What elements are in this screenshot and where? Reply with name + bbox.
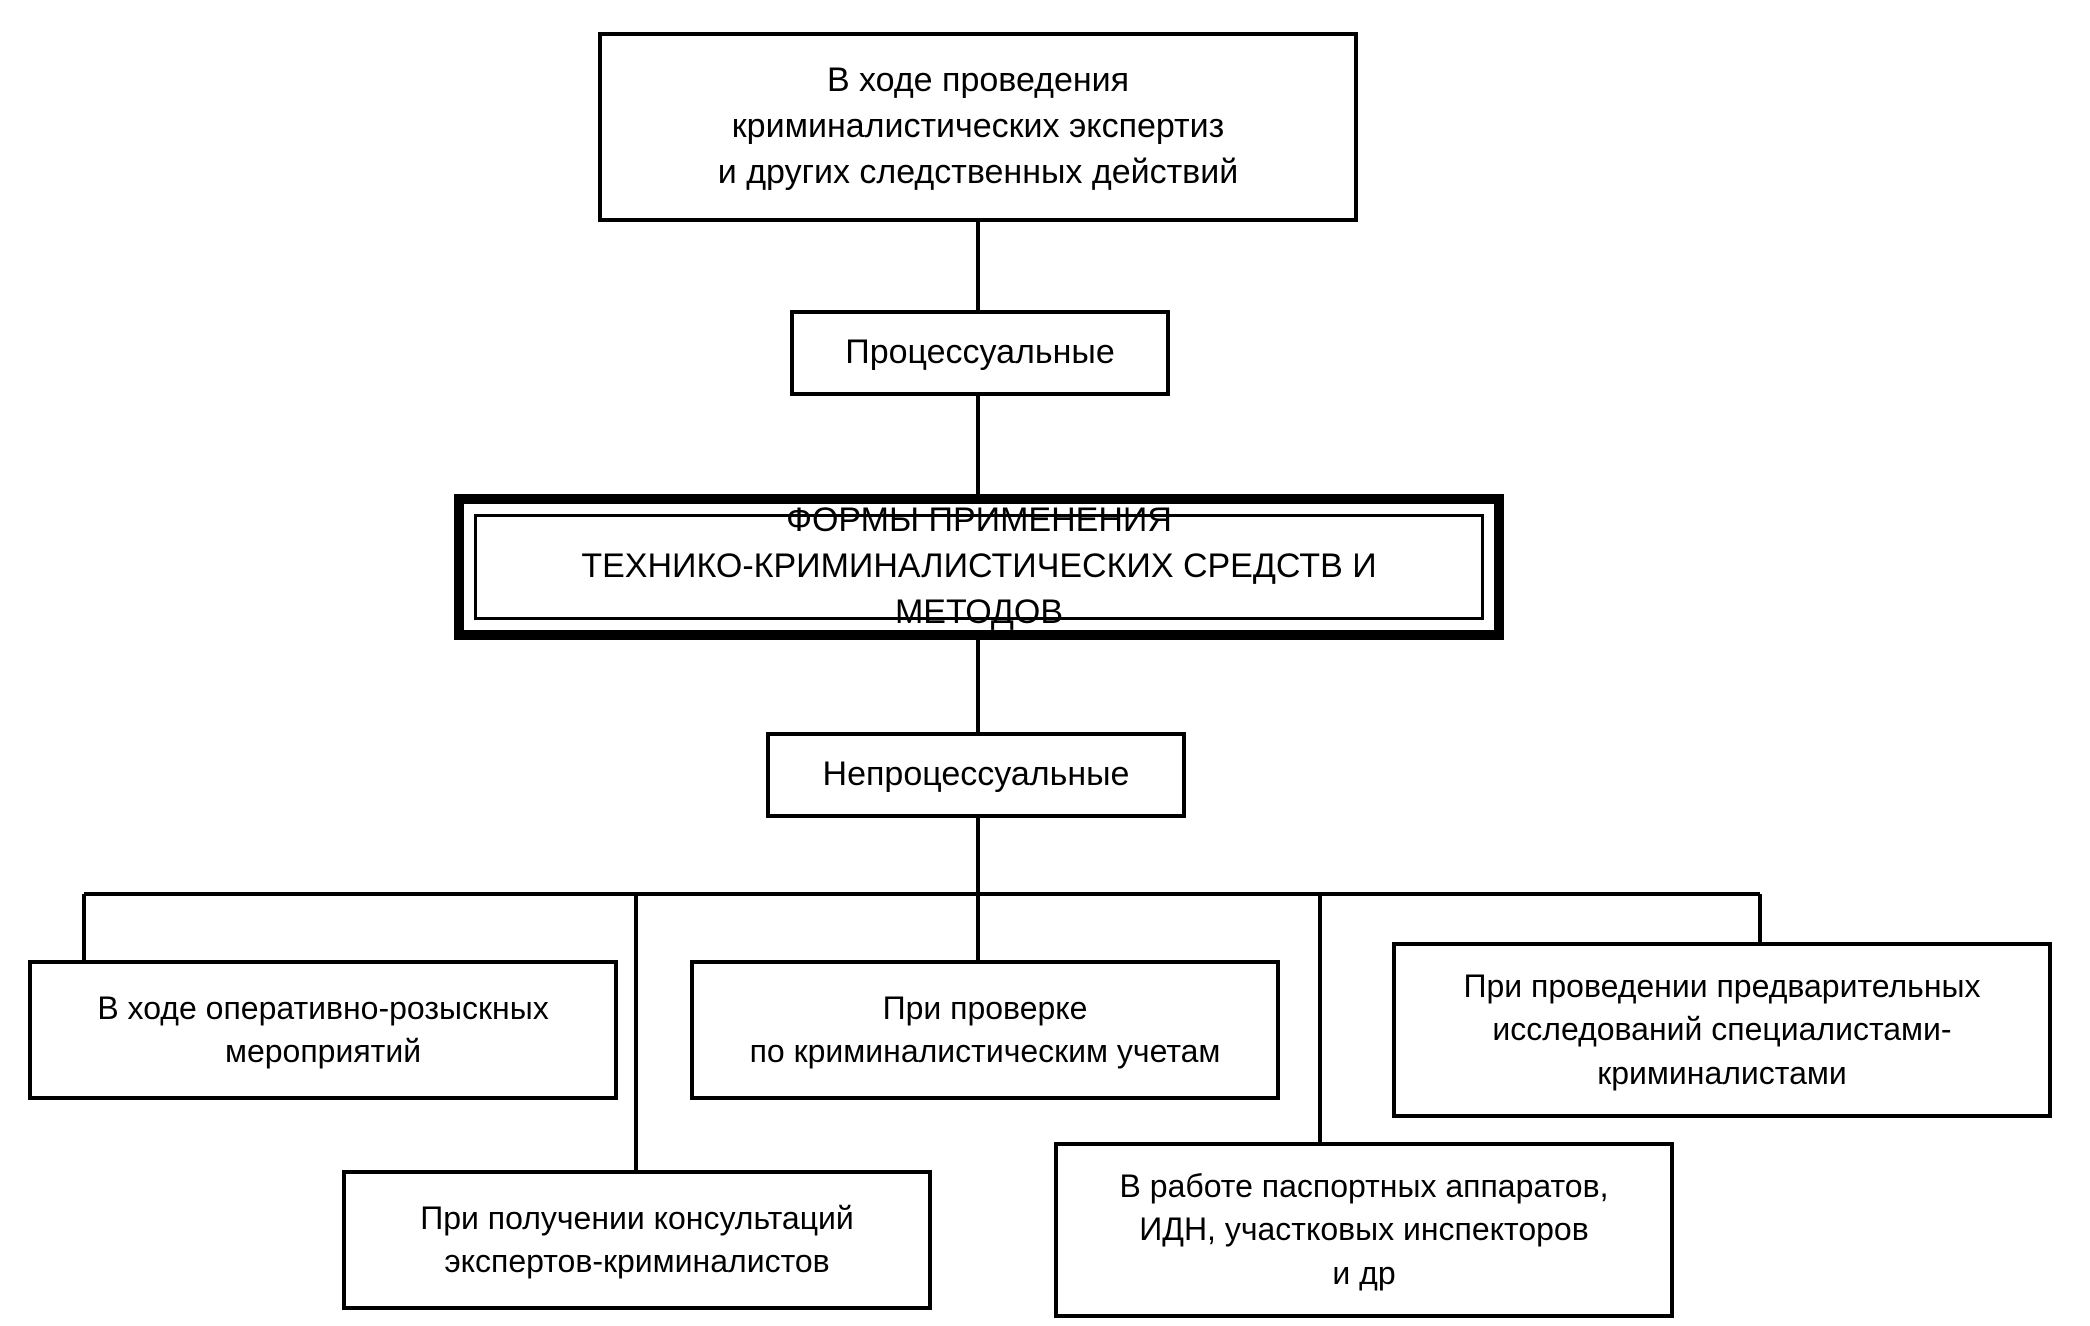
- node-center-text: ФОРМЫ ПРИМЕНЕНИЯТЕХНИКО-КРИМИНАЛИСТИЧЕСК…: [464, 498, 1494, 636]
- node-procedural: Процессуальные: [790, 310, 1170, 396]
- node-leaf-5: В работе паспортных аппаратов,ИДН, участ…: [1054, 1142, 1674, 1318]
- node-leaf-4-text: При получении консультацийэкспертов-крим…: [346, 1189, 928, 1291]
- node-leaf-2-text: При проверкепо криминалистическим учетам: [694, 979, 1276, 1081]
- node-procedural-text: Процессуальные: [794, 322, 1166, 384]
- node-leaf-2: При проверкепо криминалистическим учетам: [690, 960, 1280, 1100]
- node-leaf-1: В ходе оперативно-розыскныхмероприятий: [28, 960, 618, 1100]
- node-leaf-1-text: В ходе оперативно-розыскныхмероприятий: [32, 979, 614, 1081]
- node-leaf-4: При получении консультацийэкспертов-крим…: [342, 1170, 932, 1310]
- node-top-text: В ходе проведениякриминалистических эксп…: [602, 50, 1354, 204]
- node-nonprocedural: Непроцессуальные: [766, 732, 1186, 818]
- node-leaf-3: При проведении предварительныхисследован…: [1392, 942, 2052, 1118]
- node-center: ФОРМЫ ПРИМЕНЕНИЯТЕХНИКО-КРИМИНАЛИСТИЧЕСК…: [454, 494, 1504, 640]
- node-leaf-5-text: В работе паспортных аппаратов,ИДН, участ…: [1058, 1157, 1670, 1303]
- node-nonprocedural-text: Непроцессуальные: [770, 744, 1182, 806]
- node-leaf-3-text: При проведении предварительныхисследован…: [1396, 957, 2048, 1103]
- node-top: В ходе проведениякриминалистических эксп…: [598, 32, 1358, 222]
